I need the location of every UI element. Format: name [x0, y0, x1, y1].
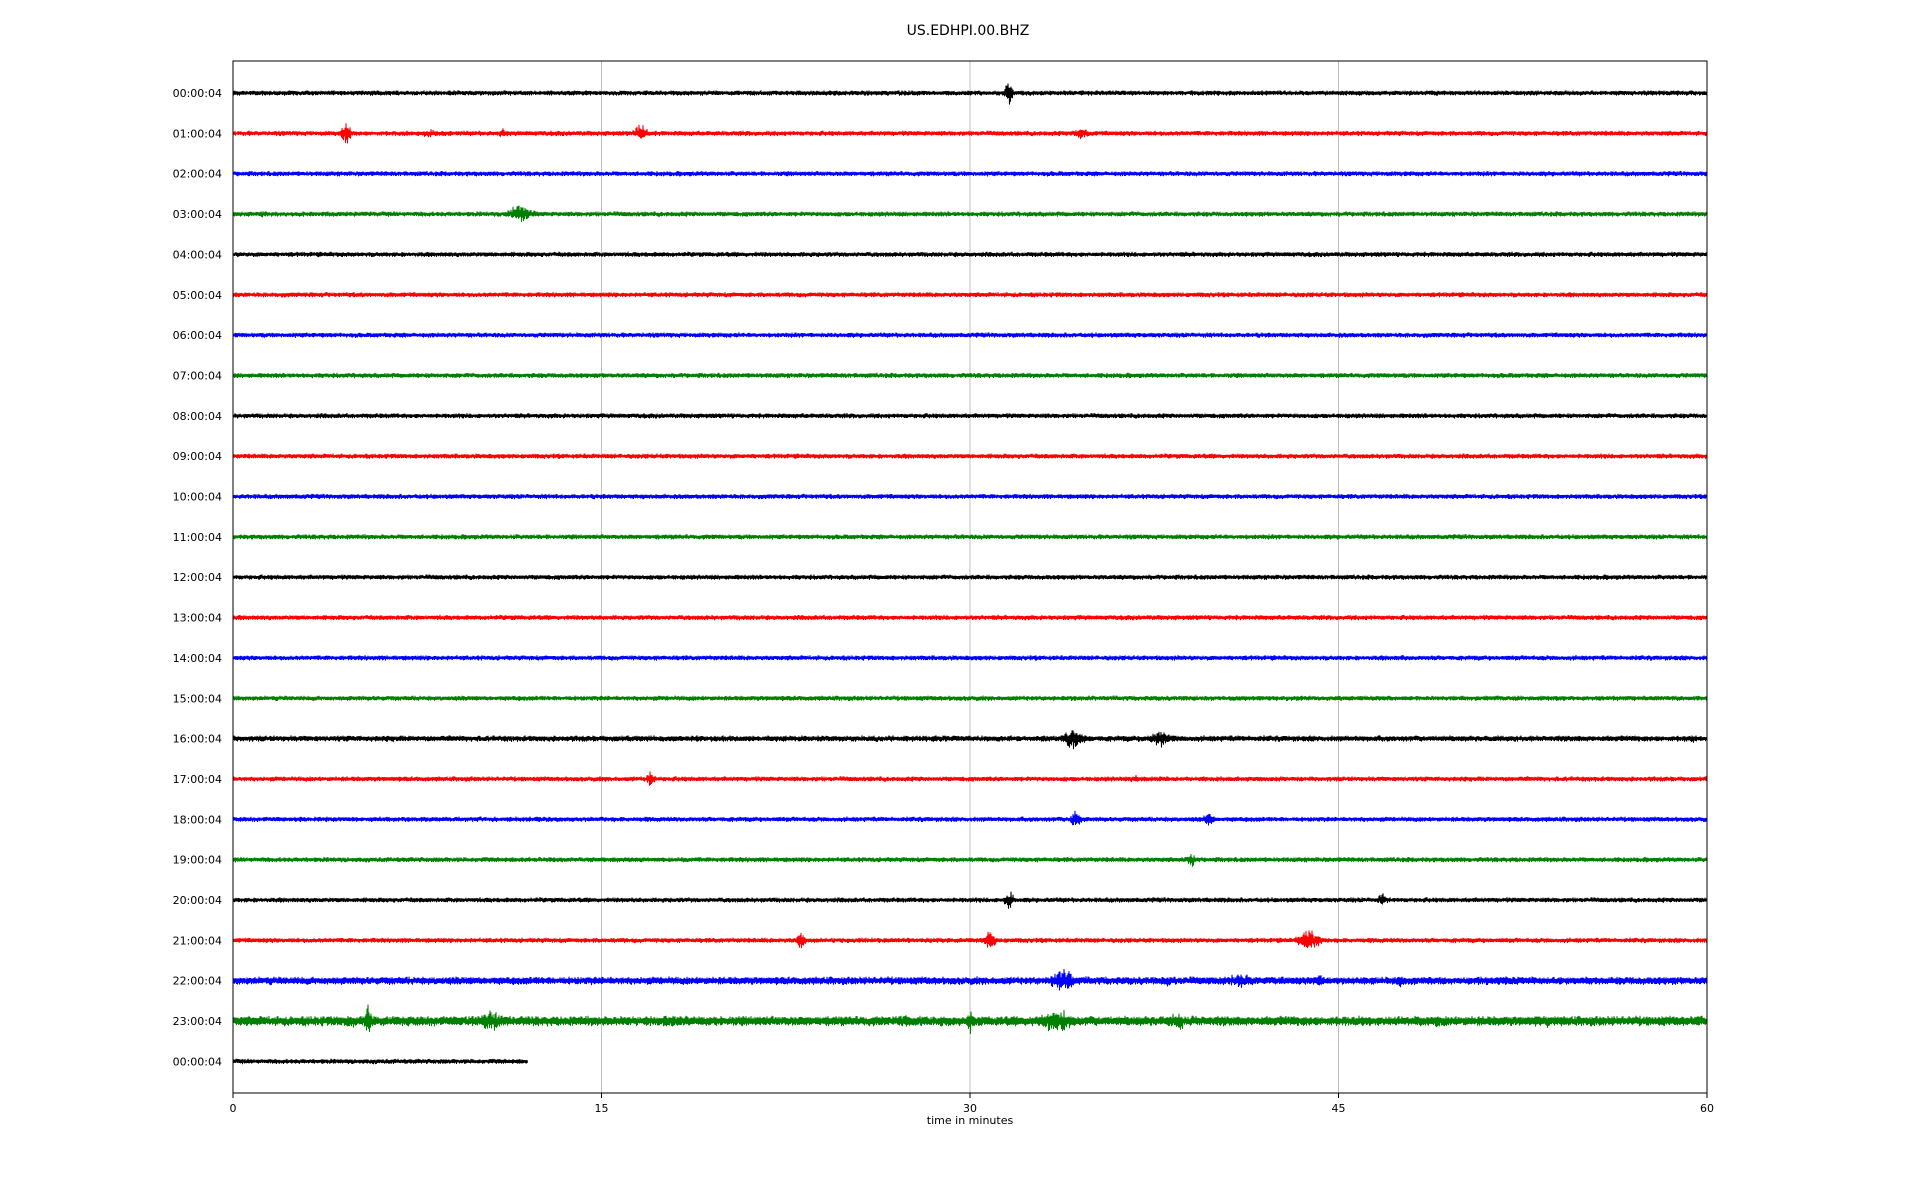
seismic-trace — [232, 412, 1708, 419]
seismic-trace — [232, 1058, 528, 1065]
row-time-label: 15:00:04 — [173, 692, 222, 705]
row-label-group: 00:00:04 01:00:04 02:00:04 03:00:04 04:00:04… — [173, 87, 222, 1068]
seismic-trace — [232, 170, 1708, 177]
x-tick-label: 45 — [1332, 1102, 1346, 1115]
seismic-trace — [232, 291, 1708, 298]
row-time-label: 20:00:04 — [173, 894, 222, 907]
seismic-trace — [232, 205, 1708, 222]
row-time-label: 05:00:04 — [173, 289, 222, 302]
row-time-label: 23:00:04 — [173, 1015, 222, 1028]
seismic-trace — [232, 968, 1708, 991]
row-time-label: 09:00:04 — [173, 450, 222, 463]
row-time-label: 00:00:04 — [173, 1055, 222, 1068]
seismic-trace — [232, 771, 1708, 786]
row-time-label: 06:00:04 — [173, 329, 222, 342]
seismic-trace — [232, 123, 1708, 144]
x-tick-label: 15 — [595, 1102, 609, 1115]
seismic-trace — [232, 493, 1708, 500]
seismic-trace — [232, 614, 1708, 621]
seismic-trace — [232, 534, 1708, 540]
x-axis-label: time in minutes — [927, 1114, 1014, 1127]
row-time-label: 00:00:04 — [173, 87, 222, 100]
row-time-label: 08:00:04 — [173, 410, 222, 423]
x-tick-label: 0 — [230, 1102, 237, 1115]
seismic-trace — [232, 730, 1708, 750]
seismic-trace — [232, 372, 1708, 379]
chart-title: US.EDHPI.00.BHZ — [907, 23, 1030, 39]
seismic-trace — [232, 251, 1708, 258]
row-time-label: 03:00:04 — [173, 208, 222, 221]
row-time-label: 13:00:04 — [173, 612, 222, 625]
seismic-trace — [232, 453, 1708, 459]
x-tick-label: 30 — [963, 1102, 977, 1115]
seismic-trace — [232, 810, 1708, 826]
row-time-label: 01:00:04 — [173, 127, 222, 140]
row-time-label: 12:00:04 — [173, 571, 222, 584]
row-time-label: 14:00:04 — [173, 652, 222, 665]
seismic-trace — [232, 695, 1708, 702]
row-time-label: 04:00:04 — [173, 248, 222, 261]
row-time-label: 18:00:04 — [173, 813, 222, 826]
row-time-label: 02:00:04 — [173, 168, 222, 181]
seismic-trace — [232, 83, 1708, 105]
row-time-label: 22:00:04 — [173, 975, 222, 988]
trace-group — [232, 83, 1708, 1065]
x-tick-label: 60 — [1700, 1102, 1714, 1115]
row-time-label: 11:00:04 — [173, 531, 222, 544]
seismic-trace — [232, 1004, 1708, 1034]
seismic-trace — [232, 332, 1708, 338]
x-axis: 0 15 30 45 60 — [230, 1093, 1714, 1115]
seismic-trace — [232, 654, 1708, 661]
row-time-label: 17:00:04 — [173, 773, 222, 786]
row-time-label: 21:00:04 — [173, 934, 222, 947]
seismic-trace — [232, 574, 1708, 580]
seismic-trace — [232, 930, 1708, 949]
row-time-label: 19:00:04 — [173, 854, 222, 867]
seismic-trace — [232, 891, 1708, 909]
row-time-label: 10:00:04 — [173, 491, 222, 504]
seismic-trace — [232, 854, 1708, 867]
row-time-label: 16:00:04 — [173, 733, 222, 746]
row-time-label: 07:00:04 — [173, 369, 222, 382]
